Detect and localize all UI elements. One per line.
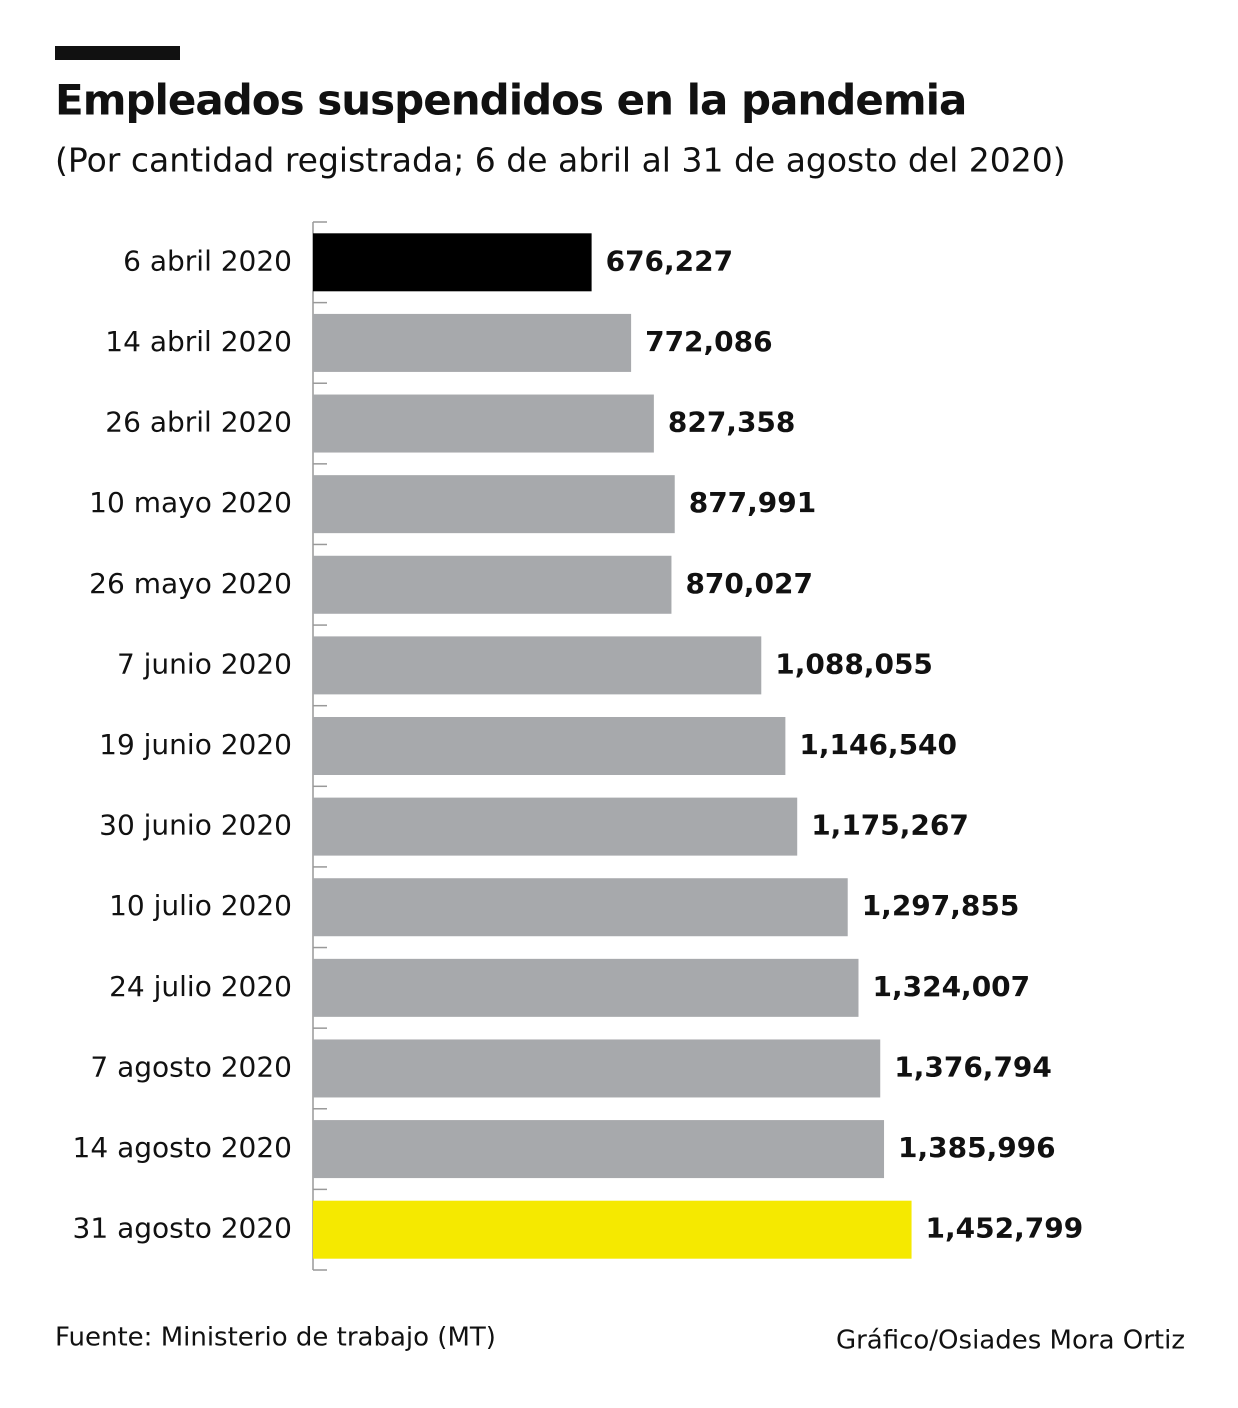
value-label: 1,088,055	[775, 647, 933, 680]
value-label: 1,385,996	[898, 1131, 1056, 1164]
value-label: 1,146,540	[799, 728, 957, 761]
bar	[313, 878, 848, 937]
y-tick-label: 30 junio 2020	[99, 809, 292, 842]
y-tick-label: 26 abril 2020	[105, 406, 292, 439]
y-tick-label: 14 agosto 2020	[73, 1131, 292, 1164]
chart-title: Empleados suspendidos en la pandemia	[55, 76, 966, 125]
chart-subtitle: (Por cantidad registrada; 6 de abril al …	[55, 141, 1066, 180]
y-tick-label: 10 julio 2020	[109, 889, 292, 922]
value-label: 1,452,799	[926, 1212, 1084, 1245]
value-label: 1,175,267	[811, 809, 969, 842]
bar	[313, 1200, 912, 1259]
bar	[313, 636, 762, 695]
value-label: 827,358	[668, 406, 796, 439]
y-tick-label: 7 agosto 2020	[90, 1050, 292, 1083]
y-tick-label: 24 julio 2020	[109, 970, 292, 1003]
y-tick-label: 14 abril 2020	[105, 325, 292, 358]
y-tick-label: 10 mayo 2020	[89, 486, 292, 519]
bar	[313, 394, 654, 453]
bar	[313, 555, 672, 614]
bar	[313, 1120, 885, 1179]
bar	[313, 717, 786, 775]
value-label: 676,227	[606, 244, 734, 277]
value-label: 772,086	[645, 325, 773, 358]
bar	[313, 1039, 881, 1098]
y-tick-label: 19 junio 2020	[99, 728, 292, 761]
y-tick-label: 31 agosto 2020	[73, 1212, 292, 1245]
value-label: 877,991	[689, 486, 817, 519]
y-tick-label: 26 mayo 2020	[89, 567, 292, 600]
value-label: 1,297,855	[862, 889, 1020, 922]
bar	[313, 313, 632, 372]
bar	[313, 233, 592, 292]
value-label: 870,027	[685, 567, 813, 600]
bar	[313, 958, 859, 1017]
value-label: 1,376,794	[894, 1050, 1052, 1083]
y-tick-label: 7 junio 2020	[117, 647, 292, 680]
bar	[313, 797, 798, 856]
title-decoration	[55, 46, 180, 60]
y-tick-label: 6 abril 2020	[123, 244, 292, 277]
source: Fuente: Ministerio de trabajo (MT)	[55, 1323, 496, 1353]
credit: Gráfico/Osiades Mora Ortiz	[836, 1326, 1185, 1356]
bar	[313, 475, 675, 534]
value-label: 1,324,007	[872, 970, 1030, 1003]
